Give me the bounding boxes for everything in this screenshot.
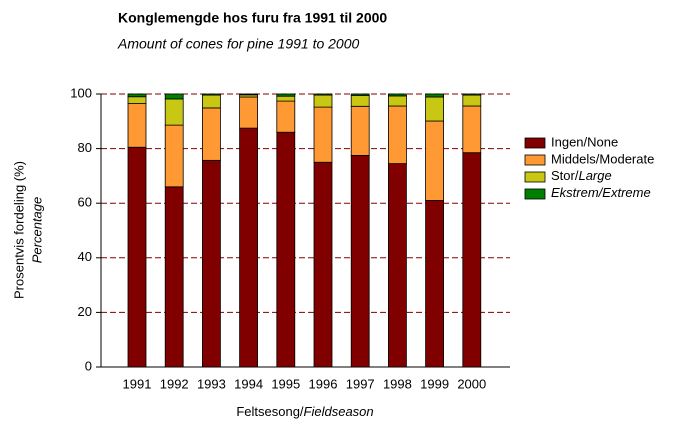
x-tick-label: 1997 (346, 376, 375, 391)
x-tick-label: 1999 (420, 376, 449, 391)
legend-label: Stor/Large (551, 168, 612, 183)
y-axis-label: Prosentvis fordeling (%) (11, 161, 26, 299)
bar-segment (387, 105, 407, 165)
bar-segment (425, 200, 445, 368)
x-tick-label: 1992 (160, 376, 189, 391)
chart-title: Konglemengde hos furu fra 1991 til 2000 (118, 10, 387, 26)
bar-segment (350, 94, 370, 107)
bar-segment (127, 146, 147, 368)
bar-segment (276, 95, 296, 102)
x-tick-label: 1998 (383, 376, 412, 391)
y-axis-sublabel: Percentage (29, 197, 44, 264)
chart-subtitle: Amount of cones for pine 1991 to 2000 (117, 36, 359, 52)
bar-segment (462, 93, 482, 96)
bar-segment (425, 96, 445, 122)
bar-segment (164, 93, 184, 100)
y-tick-label: 60 (78, 195, 92, 210)
bar-segment (425, 120, 445, 201)
x-tick-label: 1995 (271, 376, 300, 391)
x-axis-label: Feltsesong/Fieldseason (236, 404, 373, 419)
y-tick-label: 20 (78, 304, 92, 319)
bar-segment (462, 105, 482, 154)
legend-label: Ekstrem/Extreme (551, 185, 651, 200)
bar-segment (313, 161, 333, 368)
legend-label: Ingen/None (551, 134, 618, 149)
bar-segment (313, 106, 333, 163)
bar-segment (313, 93, 333, 96)
bar-segment (425, 93, 445, 98)
bar-segment (462, 94, 482, 107)
bar-segment (239, 93, 259, 96)
bar-segment (276, 131, 296, 368)
bar-segment (276, 100, 296, 133)
legend-swatch (524, 137, 546, 149)
bar-segment (127, 103, 147, 148)
bar-segment (276, 93, 296, 97)
bar-segment (201, 107, 221, 161)
x-tick-label: 1993 (197, 376, 226, 391)
y-tick-label: 40 (78, 249, 92, 264)
bar-segment (164, 98, 184, 126)
legend-swatch (524, 154, 546, 166)
x-tick-label: 1994 (234, 376, 263, 391)
y-tick-label: 100 (70, 85, 92, 100)
x-tick-label: 1991 (123, 376, 152, 391)
bar-segment (387, 95, 407, 107)
bar-segment (201, 159, 221, 368)
bar-segment (164, 124, 184, 188)
bar-segment (127, 93, 147, 98)
bar-segment (201, 93, 221, 96)
y-tick-label: 0 (85, 358, 92, 373)
bar-segment (387, 163, 407, 368)
bar-segment (350, 93, 370, 96)
bar-segment (313, 94, 333, 108)
legend-swatch (524, 188, 546, 200)
x-tick-label: 1996 (309, 376, 338, 391)
bar-segment (201, 94, 221, 109)
y-tick-label: 80 (78, 140, 92, 155)
x-tick-label: 2000 (457, 376, 486, 391)
bar-segment (239, 127, 259, 368)
bar-segment (462, 152, 482, 368)
legend-swatch (524, 171, 546, 183)
bar-segment (387, 93, 407, 97)
legend-label: Middels/Moderate (551, 151, 654, 166)
bar-segment (127, 96, 147, 104)
bar-segment (350, 155, 370, 368)
bar-segment (164, 186, 184, 368)
bar-segment (350, 105, 370, 156)
bar-segment (239, 96, 259, 129)
